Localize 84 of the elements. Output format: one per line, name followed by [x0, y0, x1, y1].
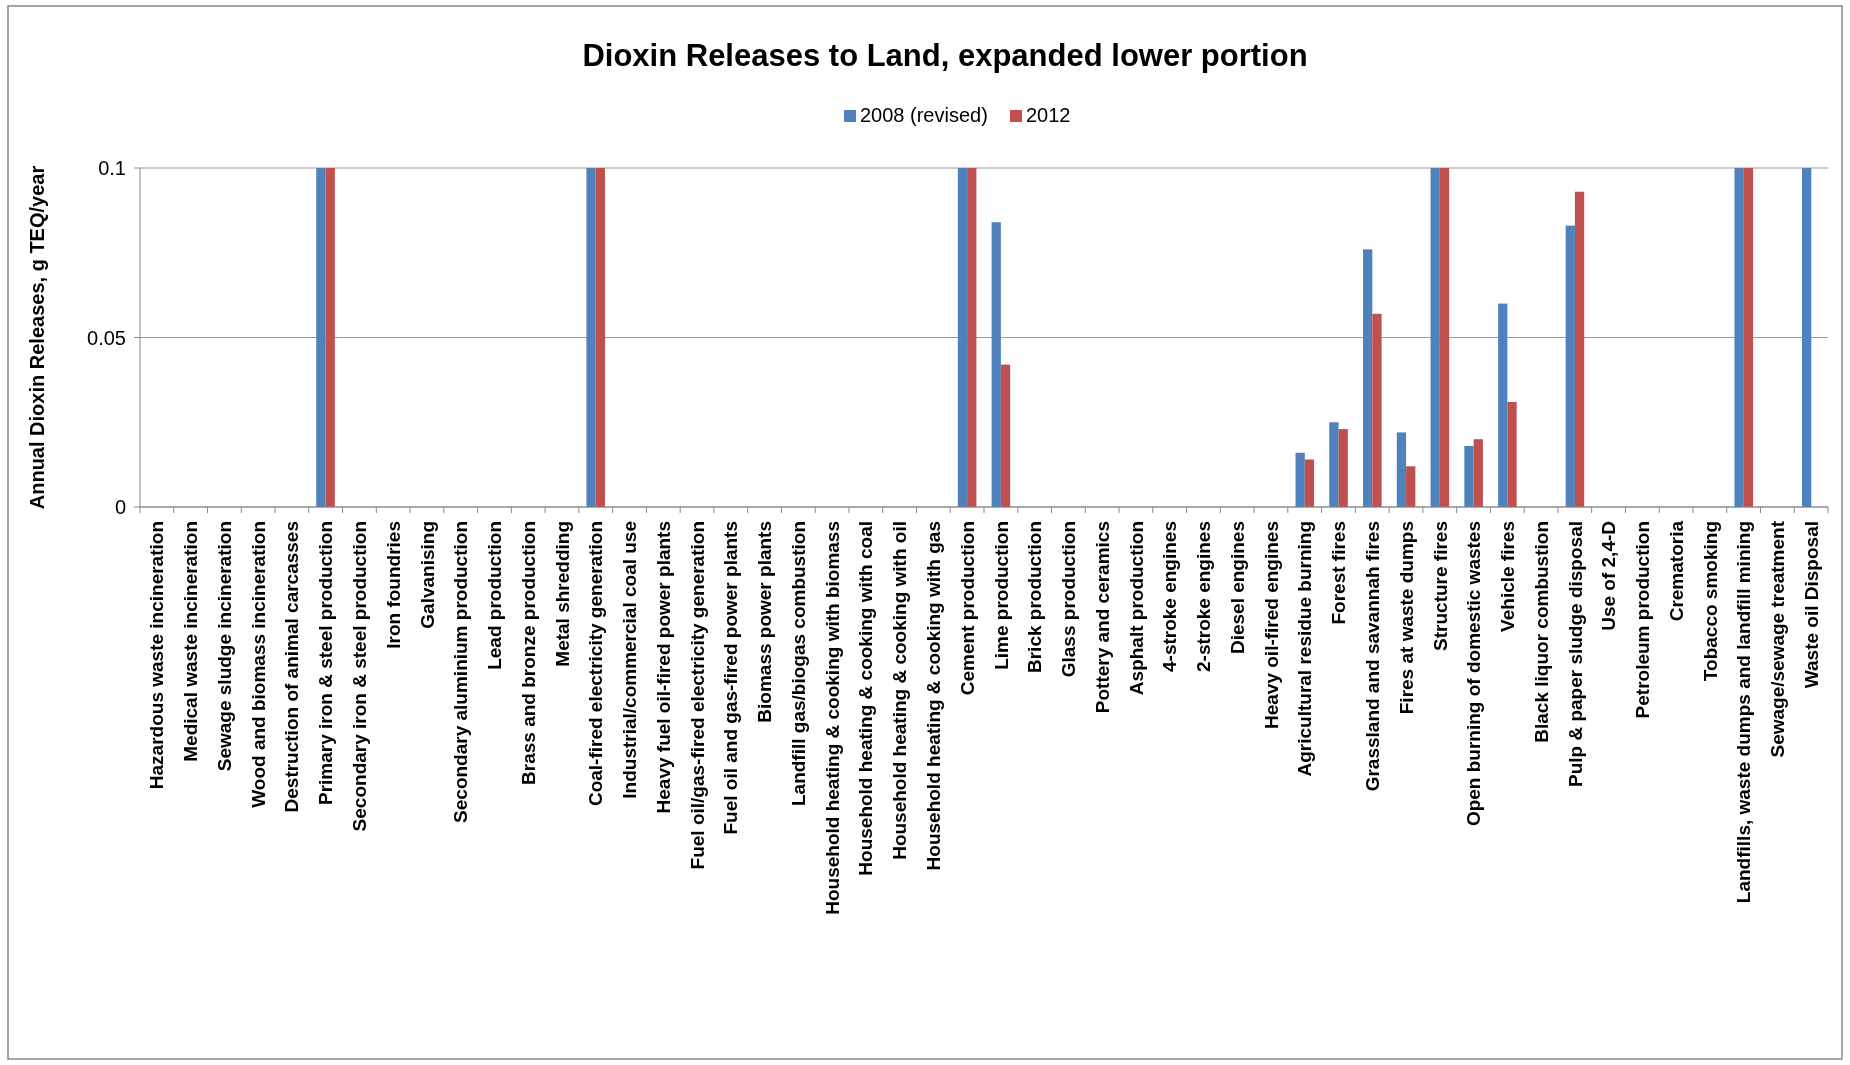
x-tick-label: Forest fires	[1328, 521, 1350, 625]
x-tick-label: Sewage/sewage treatment	[1767, 520, 1789, 758]
x-tick-label: Biomass power plants	[754, 521, 776, 723]
bar	[1430, 168, 1440, 507]
x-tick-label: Secondary iron & steel production	[348, 521, 370, 832]
bar	[1464, 445, 1474, 507]
y-tick-label: 0.05	[87, 326, 126, 349]
bar	[1507, 401, 1517, 507]
bar	[1498, 303, 1508, 507]
bar	[595, 168, 605, 507]
x-tick-label: Crematoria	[1665, 520, 1687, 622]
x-tick-label: Medical waste incineration	[180, 521, 202, 762]
x-tick-label: Pottery and ceramics	[1091, 521, 1113, 714]
legend-label: 2008 (revised)	[860, 104, 988, 126]
x-tick-label: Household heating & cooking with biomass	[821, 521, 843, 915]
y-tick-label: 0.1	[98, 157, 126, 179]
x-tick-label: Black liquor combustion	[1530, 521, 1552, 743]
bar	[325, 168, 335, 507]
x-tick-label: Brick production	[1024, 521, 1046, 674]
bar	[1000, 364, 1011, 507]
x-tick-label: Diesel engines	[1226, 521, 1248, 655]
x-tick-label: Household heating & cooking with coal	[855, 521, 877, 876]
x-tick-label: Household heating & cooking with gas	[923, 521, 944, 871]
x-tick-label: Structure fires	[1429, 521, 1451, 651]
x-tick-label: Metal shredding	[551, 521, 573, 667]
chart-title: Dioxin Releases to Land, expanded lower portion	[582, 38, 1308, 73]
x-tick-label: Heavy fuel oil-fired power plants	[652, 521, 674, 814]
bar	[991, 222, 1001, 507]
bar	[1802, 168, 1812, 507]
x-tick-label: Household heating & cooking with oil	[889, 521, 911, 860]
bar	[1304, 459, 1315, 507]
x-tick-label: Cement production	[956, 521, 978, 696]
x-tick-label: Fuel oil and gas-fired power plants	[720, 521, 742, 835]
x-tick-label: Hazardous waste incineration	[146, 521, 168, 790]
bar	[586, 168, 596, 507]
x-tick-label: Industrial/commercial coal use	[619, 521, 641, 799]
bar	[1743, 168, 1754, 507]
x-tick-label: Use of 2,4-D	[1598, 521, 1620, 631]
bar	[316, 168, 326, 507]
bar	[1406, 466, 1416, 507]
bar	[967, 168, 977, 507]
bar	[1329, 422, 1339, 507]
x-tick-label: Brass and bronze production	[517, 521, 539, 785]
x-tick-label: Wood and biomass incineration	[247, 521, 269, 808]
x-tick-label: Glass production	[1058, 521, 1080, 678]
bar	[957, 168, 968, 507]
bar	[1363, 249, 1373, 507]
x-tick-label: Destruction of animal carcasses	[281, 521, 303, 813]
x-tick-label: Waste oil Disposal	[1800, 521, 1822, 689]
x-tick-label: Asphalt production	[1125, 521, 1147, 696]
x-tick-label: Vehicle fires	[1497, 521, 1519, 632]
x-tick-label: Tobacco smoking	[1699, 521, 1721, 682]
y-axis-title: Annual Dioxin Releases, g TEQ/year	[26, 165, 48, 510]
x-tick-label: Open burning of domestic wastes	[1463, 521, 1485, 827]
x-tick-label: Grassland and savannah fires	[1361, 521, 1383, 792]
x-tick-label: Landfill gas/biogas combustion	[787, 521, 809, 807]
x-tick-label: Fuel oil/gas-fired electricity generation	[686, 521, 708, 870]
x-tick-label: 4-stroke engines	[1159, 521, 1181, 672]
bar	[1439, 168, 1450, 507]
x-tick-label: Lime production	[990, 521, 1012, 670]
y-tick-label: 0	[114, 496, 126, 518]
x-tick-label: Galvanising	[416, 521, 438, 629]
x-tick-label: Heavy oil-fired engines	[1260, 521, 1282, 730]
x-tick-label: Pulp & paper sludge disposal	[1564, 521, 1586, 788]
x-tick-label: Fires at waste dumps	[1395, 521, 1417, 715]
bar	[1338, 429, 1348, 507]
bar	[1396, 432, 1407, 507]
x-tick-label: Primary iron & steel production	[315, 521, 337, 805]
bar	[1574, 191, 1585, 507]
x-tick-label: Iron foundries	[382, 521, 404, 649]
legend-label: 2012	[1026, 104, 1071, 126]
x-tick-label: 2-stroke engines	[1193, 521, 1215, 672]
x-tick-label: Petroleum production	[1632, 521, 1654, 719]
bar	[1473, 439, 1483, 507]
bar	[1565, 225, 1575, 507]
bar	[1734, 168, 1744, 507]
bar	[1372, 313, 1382, 507]
bar	[1295, 452, 1305, 507]
x-tick-label: Coal-fired electricity generation	[585, 521, 607, 807]
x-tick-label: Agricultural residue burning	[1294, 521, 1316, 777]
x-tick-label: Landfills, waste dumps and landfill mining	[1733, 521, 1755, 904]
x-tick-label: Lead production	[484, 521, 506, 670]
x-tick-label: Secondary aluminium production	[450, 521, 472, 823]
x-tick-label: Sewage sludge incineration	[213, 521, 235, 772]
